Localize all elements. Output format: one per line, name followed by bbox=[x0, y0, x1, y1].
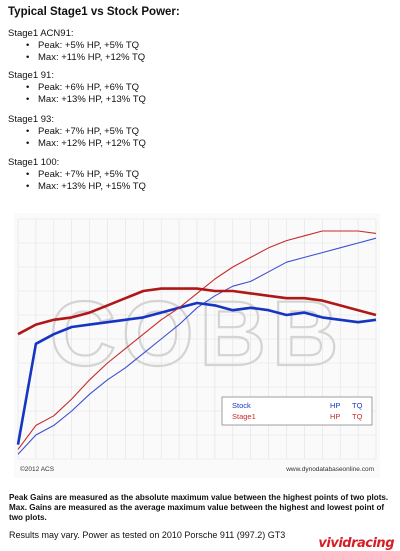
legend-stage1-label: Stage1 bbox=[232, 412, 256, 421]
series-layer bbox=[16, 230, 377, 455]
peak-gains-note: Peak Gains are measured as the absolute … bbox=[9, 493, 389, 502]
legend-stage1-hp: HP bbox=[330, 412, 340, 421]
stock-hp-line bbox=[17, 237, 377, 455]
copyright-label: ©2012 ACS bbox=[20, 465, 55, 473]
brand-logo: vividracing bbox=[318, 536, 394, 551]
page-title: Typical Stage1 vs Stock Power: bbox=[8, 6, 180, 18]
peak-gain-item: Peak: +5% HP, +5% TQ bbox=[26, 40, 308, 52]
legend-box bbox=[221, 396, 373, 426]
max-gains-note: Max. Gains are measured as the average m… bbox=[9, 503, 385, 522]
max-gain-item: Max: +13% HP, +13% TQ bbox=[26, 94, 308, 106]
stage1-93-group: Stage1 93: Peak: +7% HP, +5% TQ Max: +12… bbox=[8, 114, 308, 150]
dyno-chart: COBB Stock HP TQ Stage1 HP TQ ©2012 ACS … bbox=[14, 213, 380, 478]
legend-stock-label: Stock bbox=[232, 401, 251, 410]
peak-gain-item: Peak: +6% HP, +6% TQ bbox=[26, 82, 308, 94]
group-name: Stage1 91: bbox=[8, 70, 54, 81]
legend-stock-tq: TQ bbox=[352, 401, 363, 410]
stage1-91-group: Stage1 91: Peak: +6% HP, +6% TQ Max: +13… bbox=[8, 70, 308, 106]
legend-stage1-tq: TQ bbox=[352, 412, 363, 421]
peak-gain-item: Peak: +7% HP, +5% TQ bbox=[26, 169, 308, 181]
peak-gain-item: Peak: +7% HP, +5% TQ bbox=[26, 126, 308, 138]
max-gain-item: Max: +13% HP, +15% TQ bbox=[26, 181, 308, 193]
dyno-chart-svg: COBB Stock HP TQ Stage1 HP TQ ©2012 ACS … bbox=[14, 213, 380, 478]
group-name: Stage1 100: bbox=[8, 157, 60, 168]
legend-stock-hp: HP bbox=[330, 401, 340, 410]
stage1-acn91-group: Stage1 ACN91: Peak: +5% HP, +5% TQ Max: … bbox=[8, 28, 308, 64]
results-disclaimer: Results may vary. Power as tested on 201… bbox=[9, 530, 286, 540]
chart-legend: Stock HP TQ Stage1 HP TQ bbox=[221, 396, 373, 426]
source-label: www.dynodatabaseonline.com bbox=[285, 466, 374, 473]
max-gain-item: Max: +12% HP, +12% TQ bbox=[26, 138, 308, 150]
stage1-100-group: Stage1 100: Peak: +7% HP, +5% TQ Max: +1… bbox=[8, 157, 308, 193]
grid bbox=[17, 218, 377, 460]
group-name: Stage1 93: bbox=[8, 114, 54, 125]
stage1-tq-line bbox=[17, 287, 377, 336]
max-gain-item: Max: +11% HP, +12% TQ bbox=[26, 52, 308, 64]
group-name: Stage1 ACN91: bbox=[8, 28, 74, 39]
stock-tq-line bbox=[16, 301, 377, 445]
stage1-hp-line bbox=[17, 230, 377, 450]
